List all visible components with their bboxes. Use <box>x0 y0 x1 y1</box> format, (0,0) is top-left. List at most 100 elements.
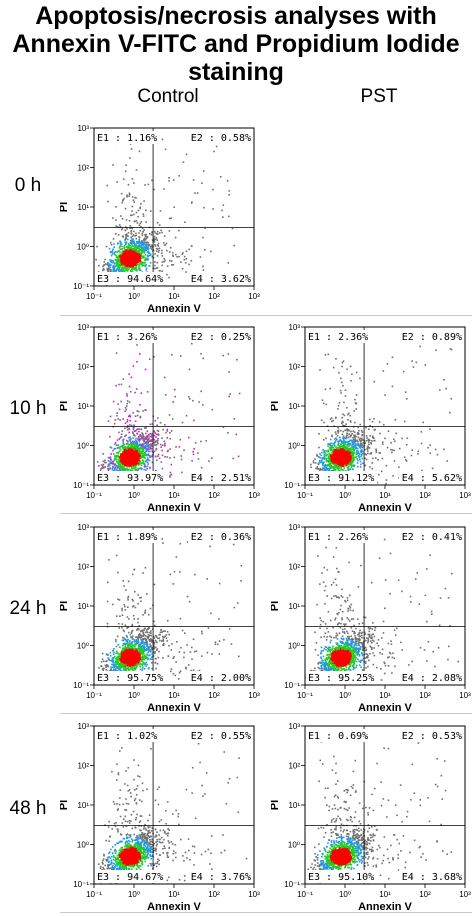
event-dot <box>108 263 111 265</box>
event-dot <box>100 665 102 667</box>
event-dot <box>342 645 345 648</box>
event-dot <box>138 242 140 245</box>
row-divider <box>60 713 472 714</box>
event-dot <box>132 668 134 671</box>
event-dot <box>133 182 135 184</box>
event-dot <box>237 455 240 458</box>
event-dot <box>105 653 108 655</box>
event-dot <box>153 235 156 238</box>
event-dot <box>387 430 390 433</box>
event-dot <box>351 452 354 454</box>
event-dot <box>113 253 116 255</box>
event-dot <box>138 353 141 355</box>
event-dot <box>142 255 144 257</box>
event-dot <box>359 423 362 426</box>
event-dot <box>443 448 445 451</box>
event-dot <box>110 453 112 455</box>
event-dot <box>138 444 141 447</box>
event-dot <box>112 266 114 269</box>
event-dot <box>317 662 320 664</box>
event-dot <box>124 624 127 627</box>
event-dot <box>338 466 340 469</box>
event-dot <box>378 421 381 423</box>
event-dot <box>115 264 118 267</box>
event-dot <box>118 254 120 256</box>
event-dot <box>118 447 121 450</box>
event-dot <box>146 454 148 456</box>
event-dot <box>135 442 137 444</box>
event-dot <box>156 261 159 264</box>
event-dot <box>154 261 156 263</box>
event-dot <box>164 635 166 638</box>
event-dot <box>157 656 160 659</box>
event-dot <box>164 259 166 262</box>
event-dot <box>359 451 362 453</box>
event-dot <box>107 465 109 468</box>
event-dot <box>361 653 364 655</box>
event-dot <box>121 666 124 668</box>
event-dot <box>123 666 126 669</box>
scatter-panel-24h-control: E1 : 1.89% E2 : 0.36%E3 : 95.75% E4 : 2.00… <box>60 523 260 713</box>
event-dot <box>123 443 126 446</box>
event-dot <box>157 245 160 247</box>
event-dot <box>335 455 339 459</box>
event-dot <box>137 467 140 470</box>
event-dot <box>140 658 143 661</box>
event-dot <box>123 197 125 200</box>
event-dot <box>120 192 123 195</box>
figure-title-line-3: staining <box>188 58 284 86</box>
event-dot <box>368 447 371 449</box>
event-dot <box>323 455 326 458</box>
event-dot <box>188 248 190 251</box>
event-dot <box>121 609 123 612</box>
event-dot <box>117 257 119 259</box>
event-dot <box>228 193 231 196</box>
event-dot <box>138 244 141 247</box>
event-dot <box>146 259 149 261</box>
event-dot <box>125 434 127 436</box>
event-dot <box>107 264 109 266</box>
event-dot <box>123 604 126 606</box>
event-dot <box>126 400 129 402</box>
event-dot <box>330 449 333 451</box>
event-dot <box>431 467 434 470</box>
event-dot <box>121 445 124 447</box>
event-dot <box>112 400 115 403</box>
event-dot <box>128 401 131 403</box>
event-dot <box>221 209 223 212</box>
event-dot <box>131 214 133 217</box>
event-dot <box>404 459 407 461</box>
event-dot <box>375 451 378 453</box>
event-dot <box>347 441 349 444</box>
event-dot <box>113 422 116 425</box>
event-dot <box>154 432 156 434</box>
event-dot <box>203 206 205 209</box>
event-dot <box>323 469 326 471</box>
event-dot <box>122 256 127 260</box>
event-dot <box>356 453 359 455</box>
event-dot <box>142 462 145 465</box>
event-dot <box>361 431 364 433</box>
event-dot <box>140 456 142 459</box>
event-dot <box>127 445 130 448</box>
event-dot <box>134 261 138 265</box>
x-axis-title: Annexin V <box>147 303 201 314</box>
event-dot <box>359 447 362 449</box>
event-dot <box>141 232 144 235</box>
event-dot <box>127 667 130 670</box>
event-dot <box>164 444 166 447</box>
event-dot <box>122 447 124 449</box>
event-dot <box>100 468 102 470</box>
event-dot <box>342 437 345 440</box>
event-dot <box>141 639 144 641</box>
event-dot <box>130 148 133 150</box>
quadrant-label-e3: E3 : 91.12% <box>308 473 374 484</box>
event-dot <box>142 656 145 659</box>
event-dot <box>329 448 332 450</box>
event-dot <box>350 453 352 456</box>
event-dot <box>131 241 134 244</box>
event-dot <box>139 634 142 637</box>
event-dot <box>178 671 181 674</box>
event-dot <box>152 241 155 243</box>
event-dot <box>325 459 327 461</box>
